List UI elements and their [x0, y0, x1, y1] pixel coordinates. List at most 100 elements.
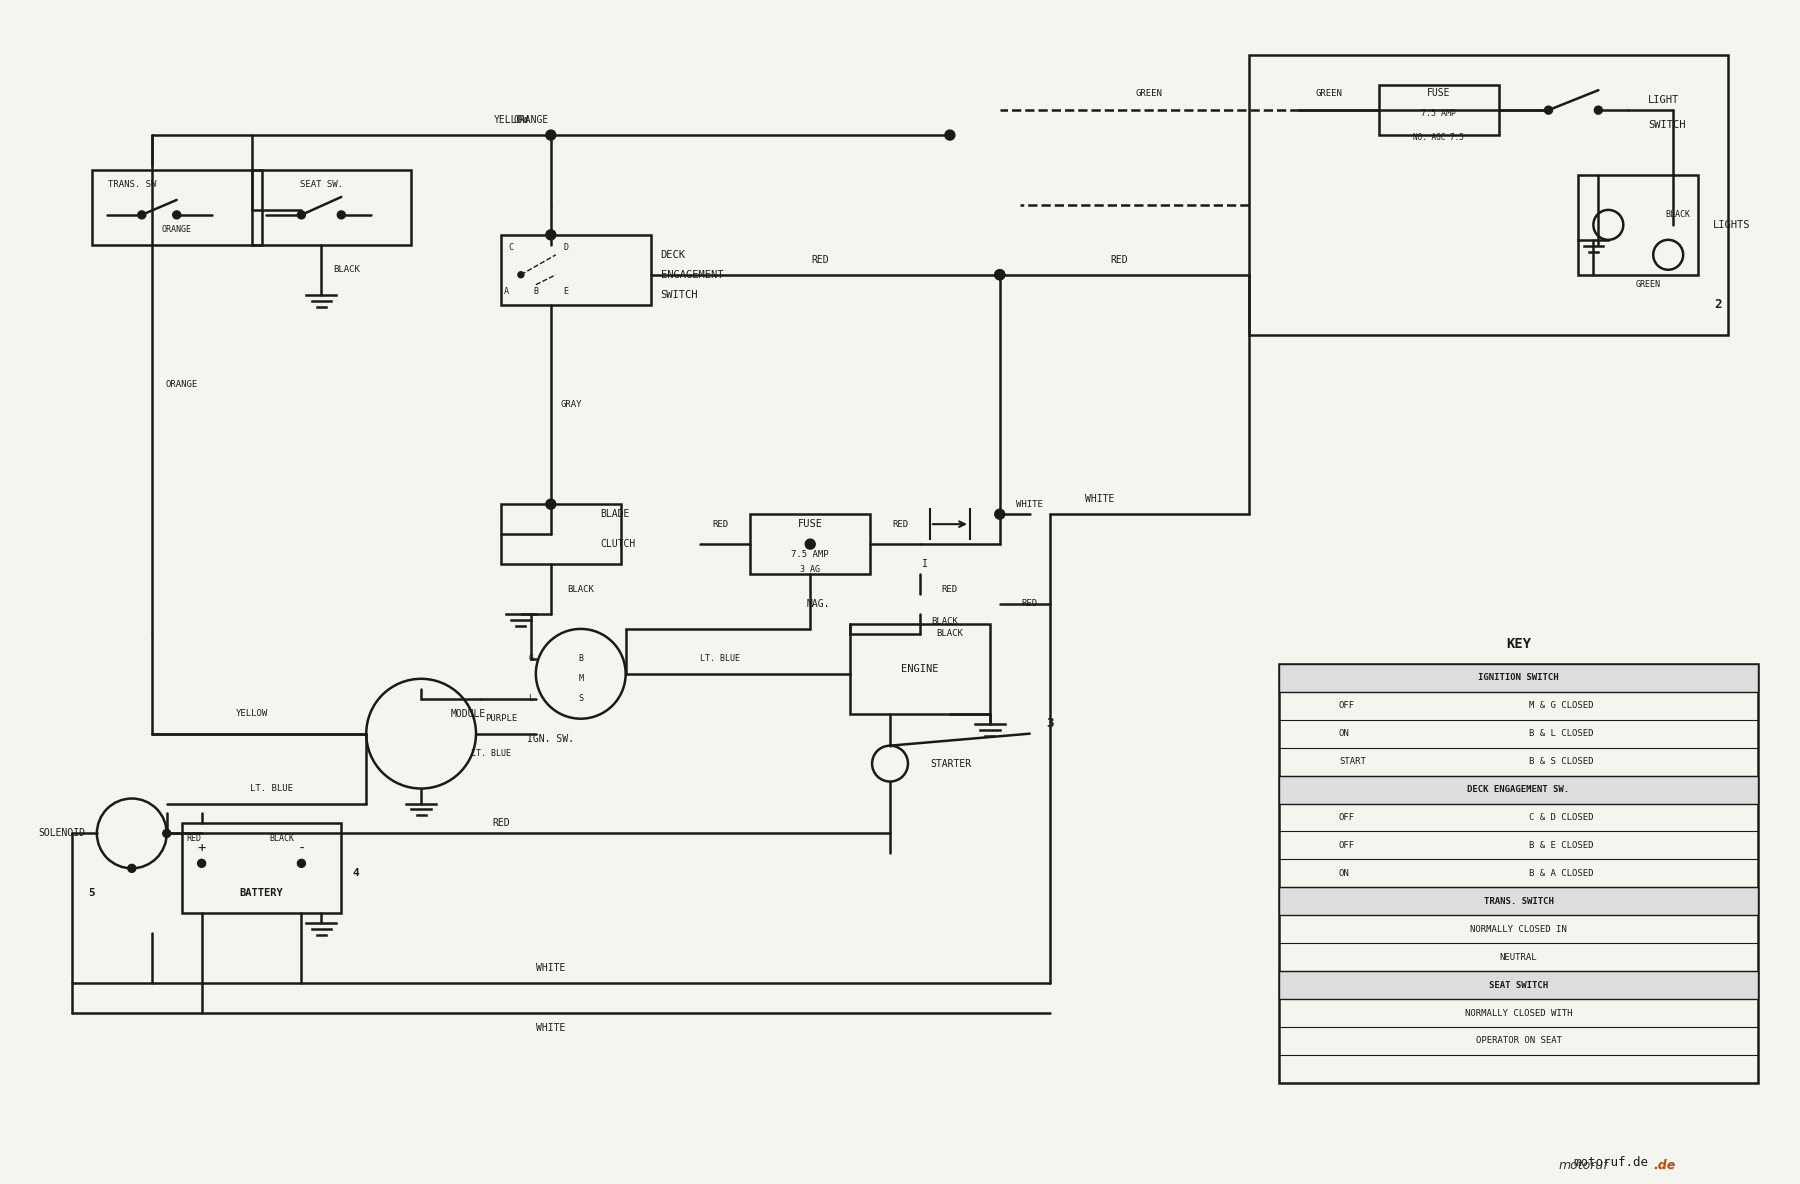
Text: STARTER: STARTER [931, 759, 970, 768]
Text: RED: RED [941, 585, 958, 593]
Text: GREEN: GREEN [1636, 281, 1661, 289]
Text: motoruf: motoruf [1559, 1159, 1609, 1172]
Circle shape [995, 509, 1004, 519]
Circle shape [545, 230, 556, 240]
Text: BLACK: BLACK [1665, 211, 1690, 219]
Text: START: START [1339, 757, 1366, 766]
Text: LIGHT: LIGHT [1649, 95, 1679, 105]
Bar [1249, 56, 1728, 335]
Text: 7.5 AMP: 7.5 AMP [792, 549, 830, 559]
Bar [252, 170, 410, 245]
Text: ON: ON [1339, 729, 1350, 738]
Text: LT. BLUE: LT. BLUE [250, 784, 293, 793]
Text: SOLENOID: SOLENOID [38, 829, 85, 838]
Text: C: C [508, 243, 513, 252]
Text: D: D [563, 243, 569, 252]
Text: YELLOW: YELLOW [493, 115, 529, 126]
Text: RED: RED [893, 520, 907, 529]
Text: LT. BLUE: LT. BLUE [700, 655, 740, 663]
Text: motoruf.de: motoruf.de [1573, 1156, 1649, 1169]
Text: B & L CLOSED: B & L CLOSED [1528, 729, 1593, 738]
Text: CLUTCH: CLUTCH [601, 539, 635, 549]
Text: G: G [529, 655, 533, 663]
Text: 3 AG: 3 AG [801, 565, 821, 574]
Circle shape [805, 539, 815, 549]
Text: YELLOW: YELLOW [236, 709, 268, 719]
Text: WHITE: WHITE [1017, 500, 1044, 509]
Text: DECK: DECK [661, 250, 686, 259]
Text: ORANGE: ORANGE [513, 115, 549, 126]
Circle shape [297, 211, 306, 219]
Text: RED: RED [713, 520, 729, 529]
Text: 7.5 AMP: 7.5 AMP [1422, 109, 1456, 117]
Text: A: A [504, 288, 508, 296]
Text: RED: RED [491, 818, 509, 829]
Circle shape [995, 270, 1004, 279]
Text: GREEN: GREEN [1316, 89, 1343, 97]
Text: LIGHTS: LIGHTS [1714, 220, 1751, 230]
Circle shape [945, 130, 954, 140]
Text: B & E CLOSED: B & E CLOSED [1528, 841, 1593, 850]
Text: NORMALLY CLOSED IN: NORMALLY CLOSED IN [1471, 925, 1568, 934]
Circle shape [545, 130, 556, 140]
Text: FUSE: FUSE [1427, 88, 1451, 98]
Bar [500, 504, 621, 564]
Text: TRANS. SWITCH: TRANS. SWITCH [1483, 896, 1553, 906]
Bar [1280, 664, 1759, 1083]
Text: M: M [578, 675, 583, 683]
Text: SEAT SWITCH: SEAT SWITCH [1489, 980, 1548, 990]
Text: SEAT SW.: SEAT SW. [301, 180, 342, 189]
Text: OFF: OFF [1339, 841, 1355, 850]
Circle shape [297, 860, 306, 868]
Text: LT. BLUE: LT. BLUE [472, 749, 511, 758]
Text: RED: RED [1022, 599, 1039, 609]
Text: 3: 3 [1046, 718, 1053, 731]
Circle shape [1595, 107, 1602, 114]
Text: +: + [198, 842, 205, 855]
Text: S: S [578, 694, 583, 703]
Text: NORMALLY CLOSED WITH: NORMALLY CLOSED WITH [1465, 1009, 1571, 1017]
Text: BLACK: BLACK [931, 617, 958, 626]
Text: RED: RED [1111, 255, 1129, 265]
Bar [1280, 971, 1759, 999]
Text: 4: 4 [353, 868, 360, 879]
Text: M & G CLOSED: M & G CLOSED [1528, 701, 1593, 710]
Circle shape [337, 211, 346, 219]
Circle shape [173, 211, 180, 219]
Text: PURPLE: PURPLE [484, 714, 517, 723]
Text: ON: ON [1339, 869, 1350, 877]
Bar [92, 170, 261, 245]
Text: SWITCH: SWITCH [1649, 120, 1687, 130]
Text: BLADE: BLADE [601, 509, 630, 519]
Text: L: L [529, 694, 533, 703]
Text: 5: 5 [88, 888, 95, 899]
Text: WHITE: WHITE [536, 963, 565, 973]
Bar [500, 234, 650, 304]
Bar [1379, 85, 1499, 135]
Text: NO. AGC 7.5: NO. AGC 7.5 [1413, 133, 1463, 142]
Text: BLACK: BLACK [567, 585, 594, 593]
Text: WHITE: WHITE [1085, 494, 1114, 504]
Circle shape [128, 864, 135, 873]
Text: ENGAGEMENT: ENGAGEMENT [661, 270, 724, 279]
Bar [850, 624, 990, 714]
Text: GRAY: GRAY [560, 400, 581, 408]
Bar [751, 514, 869, 574]
Circle shape [518, 272, 524, 278]
Text: E: E [563, 288, 569, 296]
Text: OPERATOR ON SEAT: OPERATOR ON SEAT [1476, 1036, 1562, 1045]
Text: BLACK: BLACK [268, 834, 293, 843]
Text: RED: RED [812, 255, 830, 265]
Text: B: B [533, 288, 538, 296]
Text: B & S CLOSED: B & S CLOSED [1528, 757, 1593, 766]
Text: OFF: OFF [1339, 813, 1355, 822]
Circle shape [995, 270, 1004, 279]
Text: 2: 2 [1714, 298, 1723, 311]
Text: ORANGE: ORANGE [166, 380, 198, 390]
Text: BATTERY: BATTERY [239, 888, 283, 899]
Bar [182, 823, 342, 913]
Text: MAG.: MAG. [806, 599, 830, 609]
Text: MODULE: MODULE [452, 709, 486, 719]
Bar [1280, 664, 1759, 691]
Bar [1579, 175, 1697, 275]
